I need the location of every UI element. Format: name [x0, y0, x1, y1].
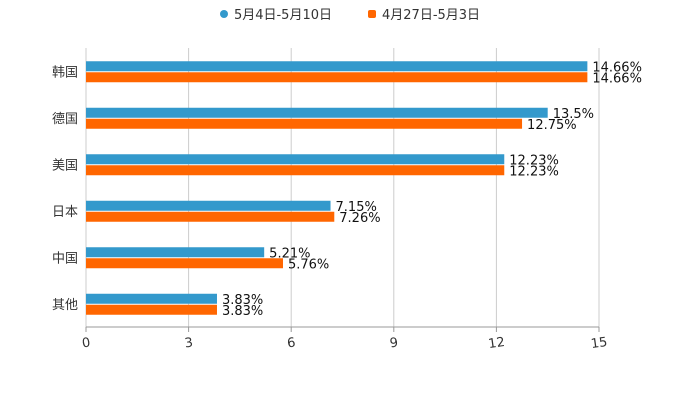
bar [86, 61, 588, 72]
data-label: 14.66% [592, 71, 642, 86]
legend-label: 5月4日-5月10日 [233, 8, 332, 23]
bar [86, 154, 505, 165]
data-label: 5.21% [269, 246, 310, 261]
x-tick-label: 6 [286, 335, 296, 351]
x-tick-label: 9 [389, 335, 399, 351]
bar [86, 211, 335, 222]
y-tick-label: 日本 [52, 205, 78, 220]
y-tick-label: 美国 [52, 158, 78, 173]
legend-square-icon [368, 9, 376, 18]
bar [86, 165, 505, 176]
x-tick-label: 3 [184, 335, 194, 351]
bar [86, 258, 283, 269]
data-label: 12.75% [527, 118, 577, 133]
y-tick-label: 韩国 [52, 65, 78, 80]
x-tick-label: 12 [487, 335, 505, 352]
x-tick-label: 0 [81, 335, 91, 351]
data-label: 5.76% [288, 257, 329, 272]
bar [86, 304, 217, 315]
legend-dot-icon [219, 9, 228, 18]
data-label: 7.26% [339, 211, 380, 226]
bar [86, 118, 523, 129]
x-tick-label: 15 [590, 335, 608, 352]
data-label: 12.23% [509, 164, 559, 179]
data-label: 14.66% [592, 60, 642, 75]
bar [86, 200, 331, 211]
legend-label: 4月27日-5月3日 [382, 8, 481, 23]
y-tick-label: 德国 [52, 112, 78, 127]
legend-item-series-2[interactable]: 4月27日-5月3日 [368, 4, 480, 23]
data-label: 3.83% [222, 293, 263, 308]
y-tick-label: 其他 [52, 298, 78, 313]
data-label: 13.5% [553, 107, 594, 122]
bar [86, 247, 265, 258]
bar [86, 107, 548, 118]
y-tick-label: 中国 [52, 251, 78, 266]
legend: 5月4日-5月10日 4月27日-5月3日 [0, 4, 700, 23]
data-label: 12.23% [509, 153, 559, 168]
legend-item-series-1[interactable]: 5月4日-5月10日 [219, 4, 332, 23]
data-label: 7.15% [336, 200, 377, 215]
bar [86, 72, 588, 83]
data-label: 3.83% [222, 304, 263, 319]
bar [86, 293, 217, 304]
